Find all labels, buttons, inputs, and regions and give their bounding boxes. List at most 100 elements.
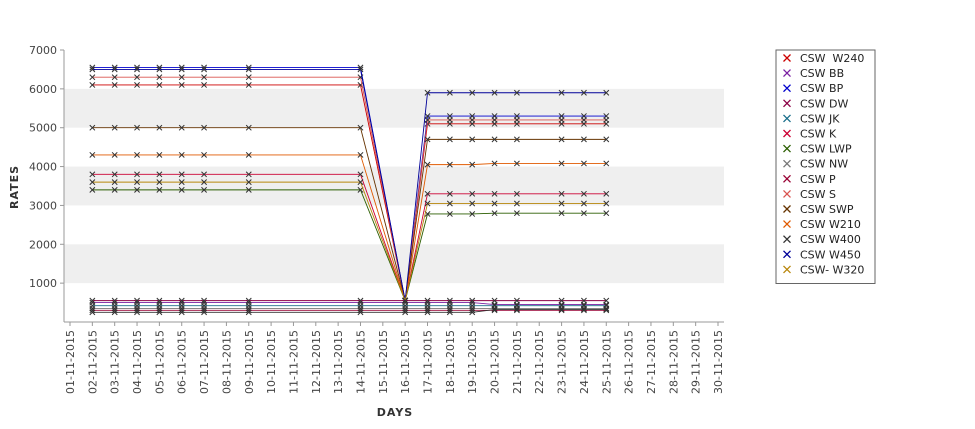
data-point-marker <box>446 309 453 316</box>
data-point-marker <box>111 179 118 186</box>
data-point-marker <box>603 89 610 96</box>
legend: CSW W240 CSW BB CSW BP CSW DW CSW JK CSW K CSW… <box>775 49 876 284</box>
x-tick-label: 17-11-2015 <box>422 330 435 394</box>
data-point-marker <box>491 160 498 167</box>
data-point-marker <box>513 89 520 96</box>
data-point-marker <box>580 160 587 167</box>
data-point-marker <box>201 302 208 309</box>
data-point-marker <box>469 309 476 316</box>
data-point-marker <box>580 190 587 197</box>
data-point-marker <box>558 200 565 207</box>
x-tick-label: 13-11-2015 <box>332 330 345 394</box>
data-point-marker <box>156 151 163 158</box>
data-point-marker <box>558 306 565 313</box>
data-point-marker <box>245 297 252 304</box>
legend-marker <box>783 265 791 274</box>
data-point-marker <box>111 124 118 131</box>
legend-marker <box>783 159 791 168</box>
data-point-marker <box>424 302 431 309</box>
data-point-marker <box>558 210 565 217</box>
x-tick-label: 25-11-2015 <box>600 330 613 394</box>
data-point-marker <box>156 309 163 316</box>
legend-marker <box>783 189 791 198</box>
data-point-marker <box>424 297 431 304</box>
y-tick-label: 1000 <box>29 277 57 290</box>
data-point-marker <box>513 160 520 167</box>
data-point-marker <box>245 66 252 73</box>
data-point-marker <box>178 82 185 88</box>
data-point-marker <box>491 306 498 313</box>
x-axis-title: DAYS <box>377 406 413 419</box>
data-point-marker <box>178 66 185 73</box>
data-point-marker <box>469 190 476 197</box>
legend-marker <box>783 84 791 93</box>
data-point-marker <box>245 309 252 316</box>
y-tick-label: 5000 <box>29 122 57 135</box>
data-point-marker <box>134 151 140 158</box>
data-point-marker <box>513 190 520 197</box>
data-point-marker <box>603 200 610 207</box>
data-point-marker <box>156 171 163 178</box>
data-point-marker <box>469 302 476 309</box>
data-point-marker <box>89 171 96 178</box>
data-point-marker <box>558 160 565 167</box>
data-point-marker <box>245 186 252 193</box>
data-point-marker <box>201 171 208 178</box>
data-point-marker <box>558 89 565 96</box>
data-point-marker <box>580 200 587 207</box>
legend-marker <box>783 114 791 123</box>
x-axis: 01-11-2015 02-11-2015 03-11-2015 04-11-2015… <box>64 321 725 394</box>
legend-marker <box>783 205 791 213</box>
data-point-marker <box>178 186 185 193</box>
data-point-marker <box>134 309 140 316</box>
data-point-marker <box>201 66 208 73</box>
y-tick-label: 3000 <box>29 199 57 212</box>
data-point-marker <box>558 297 565 304</box>
grid-band <box>64 166 724 206</box>
data-point-marker <box>156 66 163 73</box>
data-point-marker <box>491 116 498 123</box>
x-tick-label: 11-11-2015 <box>287 330 300 394</box>
data-point-marker <box>491 200 498 207</box>
data-point-marker <box>513 307 520 314</box>
y-tick-label: 2000 <box>29 238 57 251</box>
data-point-marker <box>178 309 185 316</box>
series-csw-jk <box>89 302 610 309</box>
data-point-marker <box>580 210 587 217</box>
data-point-marker <box>424 116 431 123</box>
data-point-marker <box>89 302 96 309</box>
data-point-marker <box>580 89 587 96</box>
legend-label: CSW K <box>800 128 837 141</box>
data-point-marker <box>134 171 140 178</box>
series-csw-w400 <box>89 306 610 316</box>
data-point-marker <box>357 179 364 186</box>
data-point-marker <box>89 309 96 316</box>
data-point-marker <box>89 82 96 88</box>
data-point-marker <box>424 309 431 316</box>
x-tick-label: 24-11-2015 <box>578 330 591 394</box>
data-point-marker <box>513 136 520 143</box>
data-point-marker <box>603 297 610 304</box>
legend-label: CSW BB <box>800 67 844 80</box>
legend-label: CSW W400 <box>800 233 861 246</box>
data-point-marker <box>134 302 140 309</box>
data-point-marker <box>491 297 498 304</box>
y-tick-label: 6000 <box>29 83 57 96</box>
data-point-marker <box>513 210 520 217</box>
data-point-marker <box>580 306 587 313</box>
data-point-marker <box>111 171 118 178</box>
x-tick-label: 03-11-2015 <box>109 330 122 394</box>
x-tick-label: 19-11-2015 <box>466 330 479 394</box>
x-tick-label: 29-11-2015 <box>690 330 703 394</box>
data-point-marker <box>469 211 476 217</box>
data-point-marker <box>245 179 252 186</box>
legend-label: CSW BP <box>800 82 844 95</box>
legend-label: CSW SWP <box>800 203 854 216</box>
data-point-marker <box>111 297 118 304</box>
data-point-marker <box>134 297 140 304</box>
x-tick-label: 08-11-2015 <box>220 330 233 394</box>
data-point-marker <box>446 116 453 123</box>
data-point-marker <box>134 66 140 73</box>
legend-marker <box>783 69 791 78</box>
data-point-marker <box>201 309 208 316</box>
